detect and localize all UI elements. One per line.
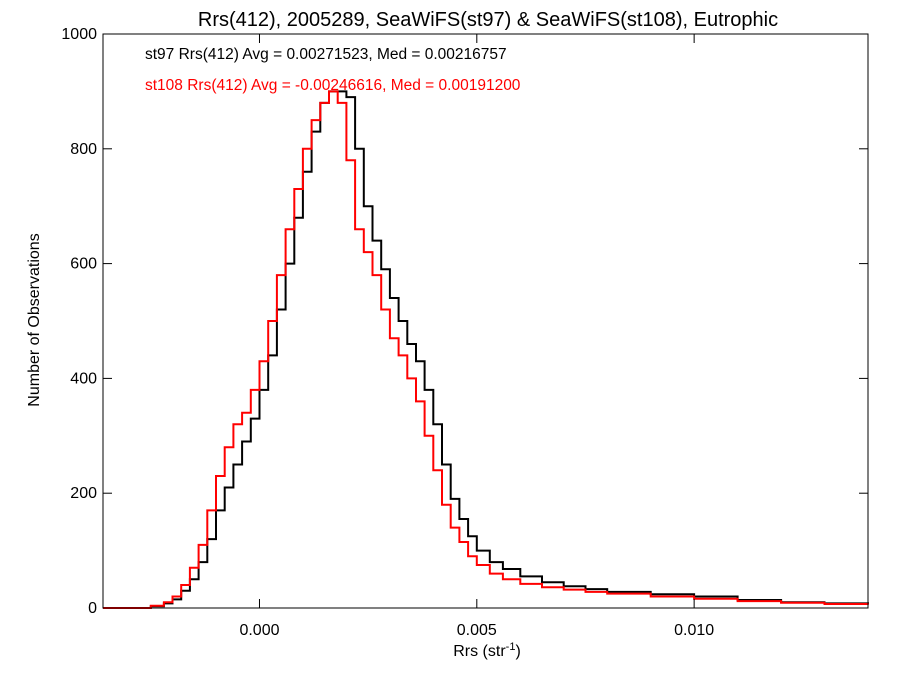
x-axis-label: Rrs (str-1) — [453, 641, 521, 660]
y-tick-label: 0 — [88, 600, 97, 617]
x-tick-label: 0.010 — [674, 622, 714, 639]
annotation-st108: st108 Rrs(412) Avg = -0.00246616, Med = … — [145, 77, 521, 94]
series-line-0 — [103, 90, 869, 609]
y-tick-label: 600 — [70, 256, 97, 273]
x-axis-label-close: ) — [515, 643, 520, 660]
x-axis-label-sup: -1 — [506, 641, 516, 653]
y-axis-label: Number of Observations — [26, 233, 43, 406]
y-tick-label: 800 — [70, 141, 97, 158]
y-tick-label: 1000 — [61, 26, 97, 43]
x-tick-label: 0.005 — [457, 622, 497, 639]
y-tick-label: 200 — [70, 485, 97, 502]
series-layer — [103, 90, 869, 609]
y-tick-label: 400 — [70, 370, 97, 387]
plot-frame — [102, 33, 869, 609]
chart-title: Rrs(412), 2005289, SeaWiFS(st97) & SeaWi… — [198, 9, 778, 31]
series-line-1 — [103, 90, 869, 609]
annotation-st97: st97 Rrs(412) Avg = 0.00271523, Med = 0.… — [145, 46, 507, 63]
y-axis: 0 200 400 600 800 1000 — [61, 26, 868, 617]
x-tick-label: 0.000 — [239, 622, 279, 639]
x-axis-label-main: Rrs (str — [453, 643, 506, 660]
x-axis: 0.000 0.005 0.010 — [239, 34, 714, 639]
